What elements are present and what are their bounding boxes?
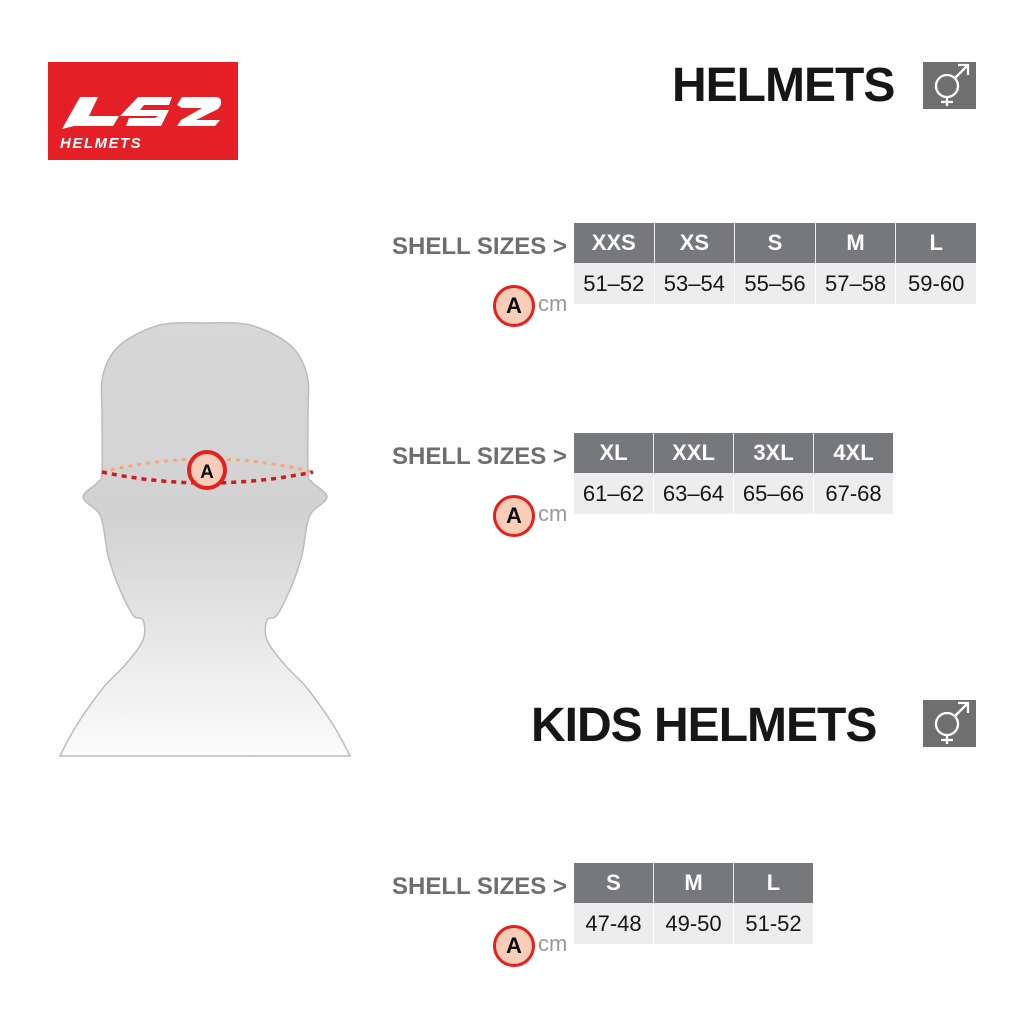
- svg-text:HELMETS: HELMETS: [60, 135, 142, 152]
- svg-text:A: A: [200, 462, 214, 483]
